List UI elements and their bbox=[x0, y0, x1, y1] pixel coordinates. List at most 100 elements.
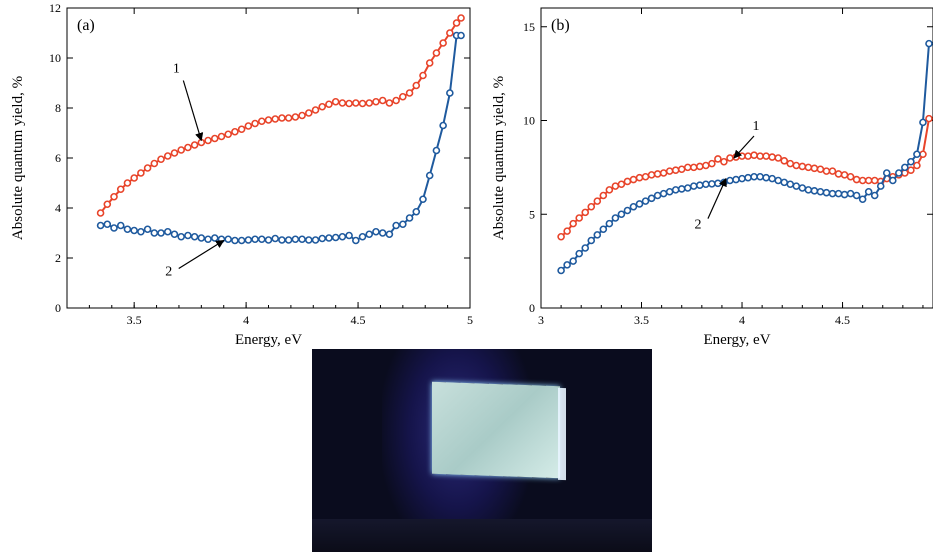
series-1-point bbox=[385, 99, 394, 107]
annotation-arrow bbox=[733, 135, 755, 159]
series-2-point bbox=[110, 224, 118, 232]
series-2-point bbox=[325, 234, 333, 242]
series-2-point bbox=[123, 225, 132, 234]
series-2-point bbox=[665, 187, 674, 196]
panel-label: (b) bbox=[551, 17, 570, 34]
series-1-point bbox=[298, 111, 306, 120]
x-axis-label: Energy, eV bbox=[235, 332, 302, 348]
series-1-point bbox=[563, 227, 571, 235]
annotation-label: 2 bbox=[165, 265, 172, 280]
series-1-point bbox=[696, 162, 704, 171]
x-tick-label: 3.5 bbox=[127, 313, 142, 327]
series-2-point bbox=[563, 261, 571, 269]
series-1-point bbox=[237, 125, 246, 134]
series-2-point bbox=[659, 189, 668, 198]
series-2-point bbox=[895, 169, 903, 177]
series-2-point bbox=[653, 191, 662, 200]
series-1-point bbox=[210, 134, 219, 143]
series-2-point bbox=[834, 189, 843, 198]
series-1-point bbox=[665, 167, 674, 175]
series-2-point bbox=[446, 89, 454, 97]
series-1-point bbox=[792, 161, 801, 170]
series-2-point bbox=[587, 236, 596, 245]
series-2-point bbox=[130, 226, 138, 235]
x-tick-label: 3 bbox=[538, 313, 544, 327]
series-1-point bbox=[653, 170, 662, 178]
series-1-point bbox=[392, 96, 400, 105]
series-1-point bbox=[659, 169, 668, 177]
series-2-point bbox=[419, 195, 427, 204]
series-2-point bbox=[744, 173, 752, 182]
series-2-point bbox=[708, 180, 716, 188]
series-2-point bbox=[412, 207, 421, 216]
series-1-point bbox=[738, 152, 746, 160]
series-2-point bbox=[683, 184, 692, 192]
panel-label: (a) bbox=[77, 17, 95, 34]
x-axis-label: Energy, eV bbox=[703, 332, 770, 348]
series-2-point bbox=[291, 235, 300, 244]
series-1-point bbox=[599, 191, 608, 200]
annotation-label: 1 bbox=[752, 119, 759, 134]
series-1-point bbox=[768, 153, 776, 161]
series-2-point bbox=[677, 185, 686, 193]
series-1-point bbox=[325, 100, 333, 109]
series-1-point bbox=[103, 200, 112, 209]
series-2-point bbox=[581, 244, 590, 252]
series-2-point bbox=[137, 227, 145, 236]
series-1-point bbox=[432, 49, 441, 57]
series-2-point bbox=[575, 249, 583, 258]
series-1-point bbox=[816, 165, 825, 174]
series-1-point bbox=[756, 152, 764, 160]
series-2-point bbox=[738, 174, 746, 183]
series-1-point bbox=[217, 132, 226, 141]
series-2-point bbox=[271, 234, 280, 243]
series-1-point bbox=[365, 99, 374, 107]
series-2-point bbox=[231, 236, 239, 245]
annotation-arrow bbox=[182, 80, 204, 142]
series-1-point bbox=[623, 177, 632, 186]
series-1-point bbox=[251, 119, 259, 128]
series-1-point bbox=[629, 175, 638, 184]
series-1-point bbox=[439, 39, 447, 47]
series-2-point bbox=[858, 195, 867, 204]
series-2-point bbox=[352, 236, 360, 245]
series-2-point bbox=[786, 180, 795, 189]
series-2-point bbox=[204, 235, 212, 244]
series-2-point bbox=[888, 176, 897, 185]
series-1-point bbox=[870, 176, 879, 185]
x-tick-label: 4.5 bbox=[351, 313, 366, 327]
series-2-point bbox=[197, 234, 206, 242]
series-1-point bbox=[913, 161, 921, 170]
series-2-point bbox=[184, 231, 192, 240]
series-2-point bbox=[150, 229, 159, 237]
series-1-point bbox=[116, 185, 125, 194]
series-1-point bbox=[163, 152, 172, 160]
glowing-plate bbox=[432, 381, 560, 479]
series-1-point bbox=[358, 99, 367, 108]
series-2-point bbox=[762, 173, 770, 182]
series-2-point bbox=[557, 266, 565, 275]
series-1-point bbox=[617, 180, 626, 189]
series-1-point bbox=[278, 114, 286, 122]
series-2-point bbox=[304, 236, 313, 244]
series-2-point bbox=[907, 157, 915, 166]
series-1-point bbox=[840, 171, 849, 179]
series-2-point bbox=[338, 232, 347, 241]
series-2-point bbox=[385, 230, 394, 239]
series-2-point bbox=[257, 235, 266, 244]
series-1-point bbox=[671, 166, 680, 174]
series-1-point bbox=[744, 152, 752, 160]
series-2-point bbox=[311, 236, 320, 244]
series-2-point bbox=[432, 146, 441, 155]
series-1-point bbox=[257, 117, 266, 126]
series-1-point bbox=[372, 97, 380, 106]
series-2-point bbox=[822, 188, 831, 197]
series-2-point bbox=[599, 225, 608, 234]
series-2-point bbox=[756, 172, 764, 181]
x-tick-label: 4 bbox=[243, 313, 249, 327]
y-tick-label: 6 bbox=[55, 151, 61, 165]
series-1-point bbox=[96, 209, 105, 217]
series-2-point bbox=[224, 235, 232, 244]
x-tick-label: 5 bbox=[467, 313, 473, 327]
series-2-point bbox=[714, 179, 722, 188]
